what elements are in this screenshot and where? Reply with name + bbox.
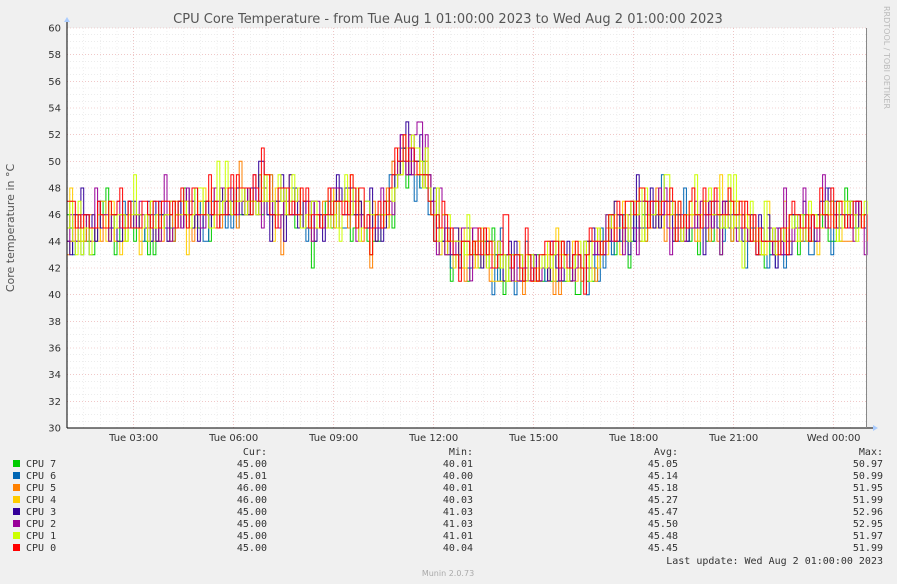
legend-max-cpu-5: 51.95 xyxy=(853,483,883,494)
legend-cur-cpu-5: 46.00 xyxy=(237,483,267,494)
legend-cur-cpu-1: 45.00 xyxy=(237,531,267,542)
legend-swatch-cpu-7 xyxy=(13,460,20,467)
rrdtool-side-label: RRDTOOL / TOBI OETIKER xyxy=(882,6,891,109)
x-tick-label: Tue 21:00 xyxy=(708,433,758,444)
x-tick-label: Tue 15:00 xyxy=(508,433,558,444)
series-line-cpu-1 xyxy=(67,134,868,282)
y-tick-label: 40 xyxy=(48,290,61,301)
y-tick-label: 38 xyxy=(48,317,61,328)
y-tick-label: 34 xyxy=(48,370,61,381)
legend-header-max: Max: xyxy=(859,447,883,458)
legend-swatch-cpu-3 xyxy=(13,508,20,515)
y-tick-label: 42 xyxy=(48,264,61,275)
x-tick-label: Tue 12:00 xyxy=(408,433,458,444)
legend-cur-cpu-4: 46.00 xyxy=(237,495,267,506)
munin-footer: Munin 2.0.73 xyxy=(422,569,474,578)
legend-cur-cpu-7: 45.00 xyxy=(237,459,267,470)
y-tick-label: 56 xyxy=(48,77,61,88)
x-tick-label: Tue 03:00 xyxy=(108,433,158,444)
series-line-cpu-0 xyxy=(67,134,868,295)
y-tick-label: 32 xyxy=(48,397,61,408)
legend-max-cpu-0: 51.99 xyxy=(853,543,883,554)
y-tick-label: 58 xyxy=(48,50,61,61)
legend-swatch-cpu-0 xyxy=(13,544,20,551)
x-tick-label: Tue 18:00 xyxy=(608,433,658,444)
legend-max-cpu-7: 50.97 xyxy=(853,459,883,470)
y-axis-label: Core temperature in °C xyxy=(4,164,17,293)
legend-min-cpu-4: 40.03 xyxy=(443,495,473,506)
y-tick-label: 54 xyxy=(48,104,61,115)
y-tick-label: 46 xyxy=(48,210,61,221)
legend-max-cpu-6: 50.99 xyxy=(853,471,883,482)
legend-avg-cpu-2: 45.50 xyxy=(648,519,678,530)
series-lines xyxy=(67,121,868,296)
x-tick-label: Tue 06:00 xyxy=(208,433,258,444)
legend-min-cpu-5: 40.01 xyxy=(443,483,473,494)
legend-header-avg: Avg: xyxy=(654,447,678,458)
y-tick-label: 48 xyxy=(48,184,61,195)
legend-name-cpu-2: CPU 2 xyxy=(26,519,56,530)
legend-avg-cpu-0: 45.45 xyxy=(648,543,678,554)
legend-avg-cpu-5: 45.18 xyxy=(648,483,678,494)
legend-name-cpu-1: CPU 1 xyxy=(26,531,56,542)
legend-name-cpu-6: CPU 6 xyxy=(26,471,56,482)
legend-avg-cpu-3: 45.47 xyxy=(648,507,678,518)
legend-cur-cpu-2: 45.00 xyxy=(237,519,267,530)
legend-min-cpu-2: 41.03 xyxy=(443,519,473,530)
legend-swatch-cpu-1 xyxy=(13,532,20,539)
legend-name-cpu-3: CPU 3 xyxy=(26,507,56,518)
y-axis-arrow xyxy=(64,17,70,22)
axes xyxy=(64,17,878,431)
legend-name-cpu-4: CPU 4 xyxy=(26,495,56,506)
legend-swatch-cpu-5 xyxy=(13,484,20,491)
legend-name-cpu-5: CPU 5 xyxy=(26,483,56,494)
legend-max-cpu-1: 51.97 xyxy=(853,531,883,542)
legend-cur-cpu-3: 45.00 xyxy=(237,507,267,518)
legend-avg-cpu-1: 45.48 xyxy=(648,531,678,542)
x-tick-label: Tue 09:00 xyxy=(308,433,358,444)
legend-swatch-cpu-4 xyxy=(13,496,20,503)
y-tick-label: 30 xyxy=(48,424,61,435)
legend-swatch-cpu-6 xyxy=(13,472,20,479)
legend-header-min: Min: xyxy=(449,447,473,458)
y-tick-label: 36 xyxy=(48,344,61,355)
legend-name-cpu-0: CPU 0 xyxy=(26,543,56,554)
x-tick-label: Wed 00:00 xyxy=(807,433,861,444)
legend: Cur: Min: Avg: Max: CPU 7 45.00 40.01 45.05 50.9… xyxy=(13,447,883,554)
legend-min-cpu-3: 41.03 xyxy=(443,507,473,518)
chart-title: CPU Core Temperature - from Tue Aug 1 01… xyxy=(173,12,723,27)
last-update: Last update: Wed Aug 2 01:00:00 2023 xyxy=(666,556,883,567)
legend-header-cur: Cur: xyxy=(243,447,267,458)
legend-max-cpu-4: 51.99 xyxy=(853,495,883,506)
y-tick-label: 44 xyxy=(48,237,61,248)
legend-max-cpu-3: 52.96 xyxy=(853,507,883,518)
y-tick-label: 52 xyxy=(48,130,61,141)
legend-cur-cpu-6: 45.01 xyxy=(237,471,267,482)
legend-min-cpu-0: 40.04 xyxy=(443,543,473,554)
legend-avg-cpu-4: 45.27 xyxy=(648,495,678,506)
legend-name-cpu-7: CPU 7 xyxy=(26,459,56,470)
legend-min-cpu-1: 41.01 xyxy=(443,531,473,542)
legend-cur-cpu-0: 45.00 xyxy=(237,543,267,554)
legend-min-cpu-6: 40.00 xyxy=(443,471,473,482)
legend-avg-cpu-7: 45.05 xyxy=(648,459,678,470)
y-tick-label: 60 xyxy=(48,24,61,35)
legend-max-cpu-2: 52.95 xyxy=(853,519,883,530)
legend-swatch-cpu-2 xyxy=(13,520,20,527)
legend-min-cpu-7: 40.01 xyxy=(443,459,473,470)
y-tick-label: 50 xyxy=(48,157,61,168)
x-axis-arrow xyxy=(873,425,878,431)
legend-avg-cpu-6: 45.14 xyxy=(648,471,678,482)
